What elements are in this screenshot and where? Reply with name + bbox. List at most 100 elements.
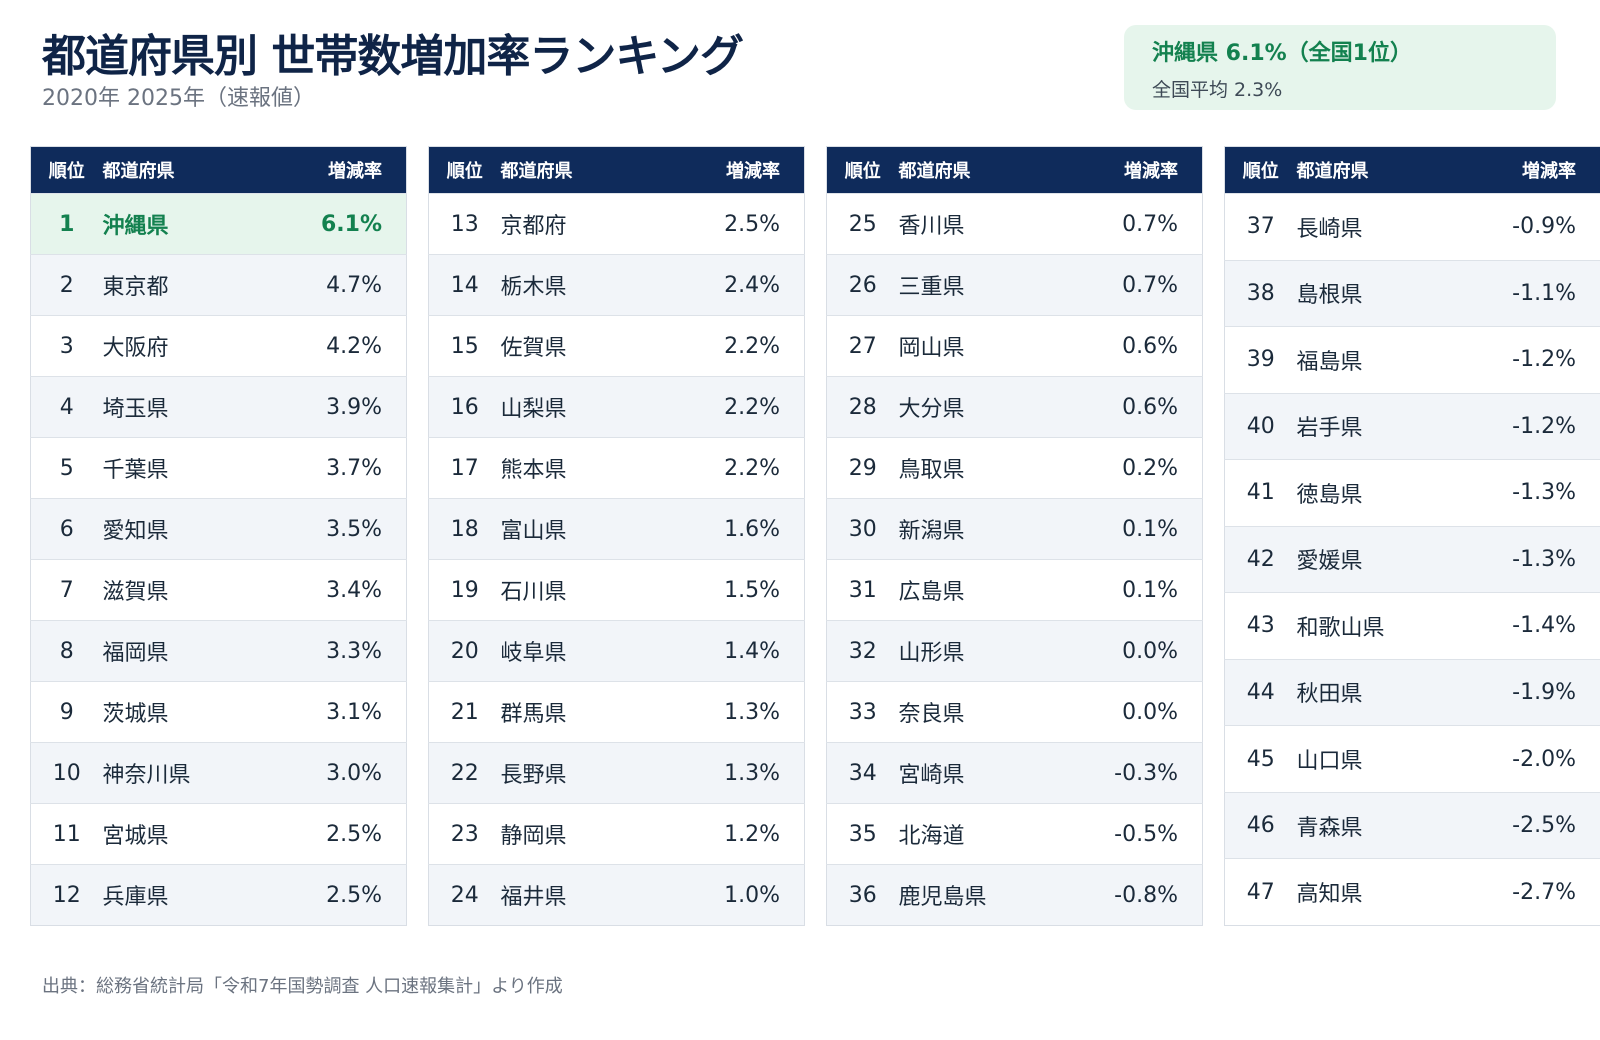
rate-cell: 0.0% — [1122, 699, 1178, 725]
rank-cell: 37 — [1246, 214, 1275, 240]
rate-cell: 1.5% — [724, 577, 780, 603]
prefecture-cell: 島根県 — [1296, 283, 1363, 309]
source-note: 出典：総務省統計局「令和7年国勢調査 人口速報集計」より作成 — [42, 976, 563, 997]
rank-cell: 9 — [59, 699, 74, 725]
rank-cell: 7 — [59, 577, 74, 603]
rate-cell: -1.9% — [1512, 679, 1576, 705]
table-row: 4 埼玉県 3.9% — [30, 376, 407, 438]
rate-cell: -0.5% — [1114, 821, 1178, 847]
rank-cell: 21 — [450, 699, 479, 725]
rate-cell: 3.5% — [326, 516, 382, 542]
prefecture-cell: 高知県 — [1296, 882, 1363, 908]
table-row: 23 静岡県 1.2% — [428, 803, 805, 865]
rank-cell: 8 — [59, 638, 74, 664]
header-prefecture: 都道府県 — [500, 161, 573, 182]
page-title: 都道府県別 世帯数増加率ランキング — [42, 31, 744, 82]
prefecture-cell: 秋田県 — [1296, 682, 1363, 708]
rate-cell: 2.2% — [724, 333, 780, 359]
rank-cell: 1 — [59, 211, 75, 237]
rate-cell: 2.5% — [326, 882, 382, 908]
table-row: 45 山口県 -2.0% — [1224, 725, 1600, 793]
rate-cell: 3.0% — [326, 760, 382, 786]
ranking-table-2: 順位 都道府県 増減率 13 京都府 2.5% 14 栃木県 2.4% 15 佐賀県 2.2% 16 山梨… — [428, 146, 805, 926]
prefecture-cell: 鳥取県 — [898, 458, 965, 483]
prefecture-cell: 大阪府 — [102, 336, 169, 361]
table-row: 3 大阪府 4.2% — [30, 315, 407, 377]
table-row: 13 京都府 2.5% — [428, 193, 805, 255]
rate-cell: 3.3% — [326, 638, 382, 664]
highlight-main-text: 沖縄県 6.1%（全国1位） — [1152, 41, 1412, 66]
prefecture-cell: 茨城県 — [102, 702, 169, 727]
header-rate: 増減率 — [328, 161, 382, 182]
table-row: 2 東京都 4.7% — [30, 254, 407, 316]
prefecture-cell: 山口県 — [1296, 749, 1363, 775]
table-row: 12 兵庫県 2.5% — [30, 864, 407, 926]
rate-cell: 0.6% — [1122, 333, 1178, 359]
prefecture-cell: 富山県 — [500, 519, 567, 544]
table-row: 7 滋賀県 3.4% — [30, 559, 407, 621]
rank-cell: 36 — [848, 882, 877, 908]
rate-cell: 0.1% — [1122, 577, 1178, 603]
table-row: 39 福島県 -1.2% — [1224, 326, 1600, 394]
rate-cell: -0.3% — [1114, 760, 1178, 786]
header-prefecture: 都道府県 — [898, 161, 971, 182]
prefecture-cell: 大分県 — [898, 397, 965, 422]
header-rank: 順位 — [446, 161, 483, 182]
header-rate: 増減率 — [726, 161, 780, 182]
prefecture-cell: 岩手県 — [1296, 416, 1363, 442]
rank-cell: 20 — [450, 638, 479, 664]
header-rate: 増減率 — [1124, 161, 1178, 182]
ranking-table-3: 順位 都道府県 増減率 25 香川県 0.7% 26 三重県 0.7% 27 岡山県 0.6% 28 大分… — [826, 146, 1203, 926]
prefecture-cell: 京都府 — [500, 214, 567, 239]
prefecture-cell: 熊本県 — [500, 458, 567, 483]
rate-cell: 0.0% — [1122, 638, 1178, 664]
rank-cell: 43 — [1246, 613, 1275, 639]
rank-cell: 3 — [59, 333, 74, 359]
prefecture-cell: 山梨県 — [500, 397, 567, 422]
rate-cell: 2.2% — [724, 455, 780, 481]
table-header-row: 順位 都道府県 増減率 — [428, 146, 805, 194]
rank-cell: 10 — [52, 760, 81, 786]
table-row: 38 島根県 -1.1% — [1224, 260, 1600, 327]
prefecture-cell: 長崎県 — [1296, 216, 1363, 242]
prefecture-cell: 千葉県 — [102, 458, 169, 483]
prefecture-cell: 宮崎県 — [898, 763, 965, 788]
prefecture-cell: 福井県 — [500, 885, 567, 910]
prefecture-cell: 神奈川県 — [102, 763, 191, 788]
rank-cell: 42 — [1246, 546, 1275, 572]
rate-cell: 0.2% — [1122, 455, 1178, 481]
rate-cell: 3.9% — [326, 394, 382, 420]
header-rank: 順位 — [844, 161, 881, 182]
prefecture-cell: 群馬県 — [500, 702, 567, 727]
prefecture-cell: 兵庫県 — [102, 885, 169, 910]
header-rate: 増減率 — [1522, 161, 1576, 182]
prefecture-cell: 長野県 — [500, 763, 567, 788]
table-row: 25 香川県 0.7% — [826, 193, 1203, 255]
table-row: 30 新潟県 0.1% — [826, 498, 1203, 560]
rate-cell: -2.7% — [1512, 879, 1576, 905]
rank-cell: 26 — [848, 272, 877, 298]
rate-cell: -1.3% — [1512, 546, 1576, 572]
rate-cell: 1.2% — [724, 821, 780, 847]
prefecture-cell: 北海道 — [898, 824, 965, 849]
prefecture-cell: 青森県 — [1296, 815, 1363, 841]
rate-cell: 0.7% — [1122, 211, 1178, 237]
rank-cell: 44 — [1246, 679, 1275, 705]
prefecture-cell: 福島県 — [1296, 349, 1363, 375]
rank-cell: 47 — [1246, 879, 1275, 905]
prefecture-cell: 石川県 — [500, 580, 567, 605]
table-row: 32 山形県 0.0% — [826, 620, 1203, 682]
table-row: 28 大分県 0.6% — [826, 376, 1203, 438]
header-prefecture: 都道府県 — [1296, 161, 1369, 182]
rank-cell: 27 — [848, 333, 877, 359]
table-row: 5 千葉県 3.7% — [30, 437, 407, 499]
table-row: 26 三重県 0.7% — [826, 254, 1203, 316]
table-row: 31 広島県 0.1% — [826, 559, 1203, 621]
rank-cell: 6 — [59, 516, 74, 542]
table-header-row: 順位 都道府県 増減率 — [30, 146, 407, 194]
table-row: 41 徳島県 -1.3% — [1224, 459, 1600, 527]
rate-cell: 1.3% — [724, 699, 780, 725]
rate-cell: 4.2% — [326, 333, 382, 359]
table-row: 20 岐阜県 1.4% — [428, 620, 805, 682]
rate-cell: -0.8% — [1114, 882, 1178, 908]
